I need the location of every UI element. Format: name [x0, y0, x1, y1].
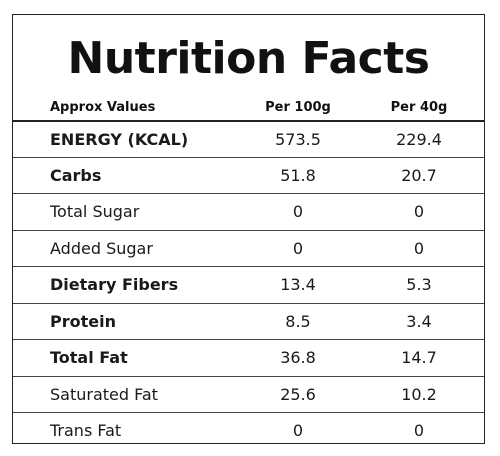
header-per-100g: Per 100g: [265, 100, 331, 115]
table-header: Approx Values Per 100g Per 40g: [13, 97, 484, 119]
row-label: Trans Fat: [50, 421, 122, 440]
nutrition-table: ENERGY (KCAL) 573.5 229.4 Carbs 51.8 20.…: [13, 120, 484, 449]
row-label: Protein: [50, 311, 116, 331]
row-value-per-40g: 0: [413, 202, 425, 221]
row-value-per-100g: 573.5: [275, 130, 321, 149]
row-value-per-100g: 13.4: [280, 275, 316, 294]
row-value-per-40g: 10.2: [401, 384, 437, 404]
row-label: ENERGY (KCAL): [50, 130, 189, 149]
row-value-per-100g: 36.8: [280, 348, 316, 367]
row-value-per-40g: 5.3: [406, 275, 432, 294]
table-row: ENERGY (KCAL) 573.5 229.4: [13, 120, 484, 157]
table-row: Total Fat 36.8 14.7: [13, 339, 484, 376]
row-value-per-40g: 0: [413, 421, 425, 440]
row-value-per-40g: 3.4: [406, 311, 432, 331]
row-label: Saturated Fat: [50, 384, 158, 404]
row-value-per-40g: 229.4: [396, 130, 442, 149]
table-row: Carbs 51.8 20.7: [13, 156, 484, 194]
header-per-40g: Per 40g: [390, 100, 448, 115]
row-value-per-40g: 14.7: [401, 348, 437, 367]
table-row: Saturated Fat 25.6 10.2: [13, 375, 484, 413]
row-value-per-100g: 0: [292, 202, 304, 221]
row-label: Carbs: [50, 165, 102, 185]
row-value-per-100g: 8.5: [285, 311, 311, 331]
table-row: Added Sugar 0 0: [13, 229, 484, 267]
nutrition-facts-panel: Nutrition Facts Approx Values Per 100g P…: [12, 14, 485, 444]
row-value-per-100g: 0: [292, 238, 304, 258]
row-value-per-40g: 20.7: [401, 165, 437, 185]
row-value-per-100g: 51.8: [280, 165, 316, 185]
table-row: Protein 8.5 3.4: [13, 302, 484, 340]
row-label: Added Sugar: [50, 238, 153, 258]
header-approx-values: Approx Values: [50, 100, 156, 115]
row-label: Total Fat: [50, 348, 128, 367]
table-row: Total Sugar 0 0: [13, 193, 484, 230]
row-value-per-100g: 0: [292, 421, 304, 440]
row-label: Total Sugar: [50, 202, 140, 221]
table-row: Dietary Fibers 13.4 5.3: [13, 266, 484, 303]
row-value-per-40g: 0: [413, 238, 425, 258]
row-value-per-100g: 25.6: [280, 384, 316, 404]
table-row: Trans Fat 0 0: [13, 412, 484, 449]
row-label: Dietary Fibers: [50, 275, 179, 294]
page-title: Nutrition Facts: [67, 33, 430, 84]
